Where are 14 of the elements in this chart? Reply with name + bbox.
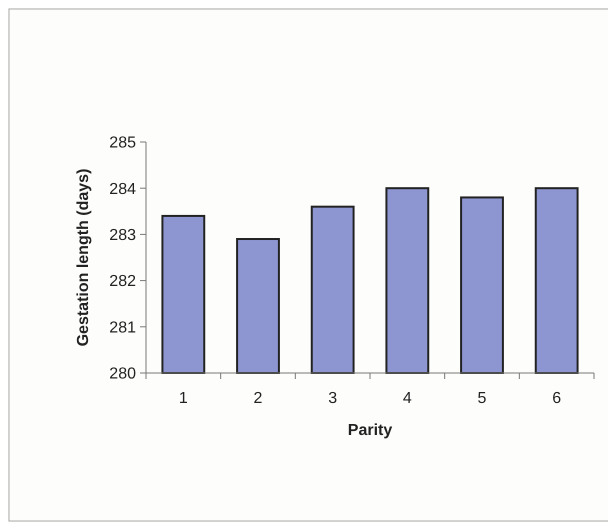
y-tick-label: 280 [109, 366, 136, 383]
y-axis-title: Gestation length (days) [75, 168, 92, 346]
x-tick-label: 4 [402, 390, 412, 407]
x-tick-label: 2 [254, 390, 263, 407]
y-tick-label: 283 [109, 227, 136, 244]
y-tick-label: 281 [109, 319, 136, 336]
x-tick-label: 3 [328, 390, 338, 407]
x-tick-label: 5 [478, 390, 487, 407]
x-tick-label: 1 [178, 390, 188, 407]
x-axis-title: Parity [348, 422, 392, 439]
y-tick-label: 284 [109, 180, 136, 198]
x-tick-label: 6 [552, 390, 562, 407]
y-tick-label: 285 [109, 134, 136, 152]
y-tick-label: 282 [109, 273, 136, 290]
